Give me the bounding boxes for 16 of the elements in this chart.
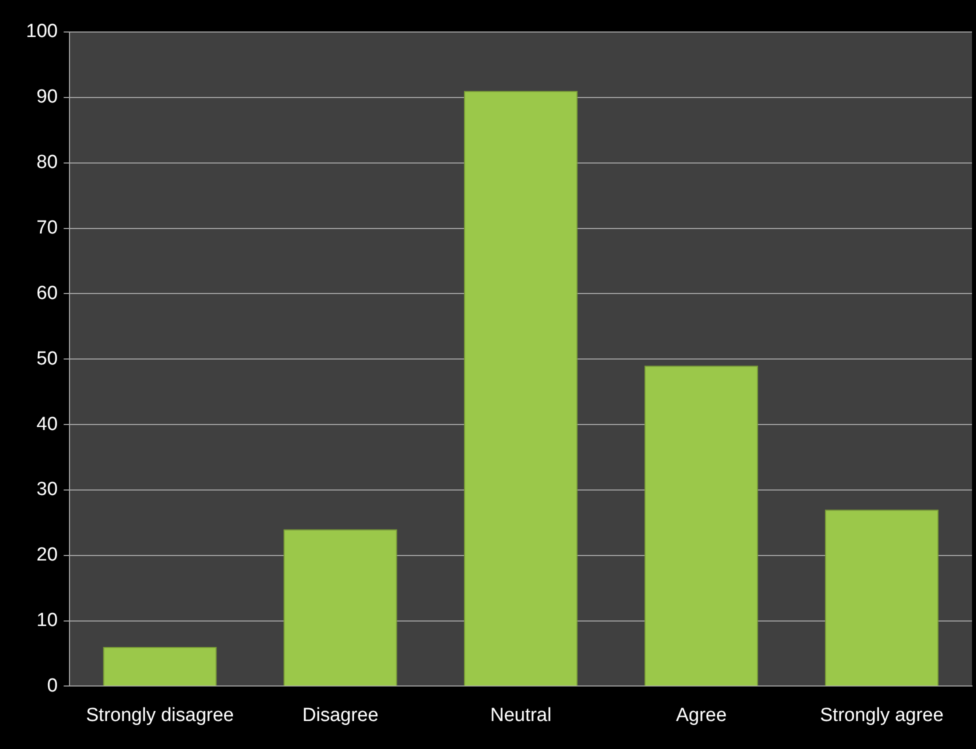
x-tick-label: Neutral	[490, 704, 552, 726]
y-tick-label: 90	[36, 86, 58, 108]
x-tick-label: Agree	[676, 704, 727, 726]
y-tick-label: 40	[36, 414, 58, 435]
x-tick-label: Strongly disagree	[86, 704, 234, 726]
y-tick-label: 50	[36, 348, 58, 370]
y-tick-label: 10	[36, 610, 58, 632]
y-tick-label: 70	[36, 217, 58, 238]
y-tick-label: 0	[47, 675, 58, 696]
x-tick-label: Strongly agree	[820, 704, 944, 726]
y-tick-label: 20	[36, 544, 58, 566]
y-tick-label: 30	[36, 479, 58, 500]
x-tick-label: Disagree	[302, 704, 378, 726]
y-tick-label: 100	[26, 21, 58, 42]
y-tick-label: 60	[36, 282, 58, 304]
y-tick-label: 80	[36, 152, 58, 174]
